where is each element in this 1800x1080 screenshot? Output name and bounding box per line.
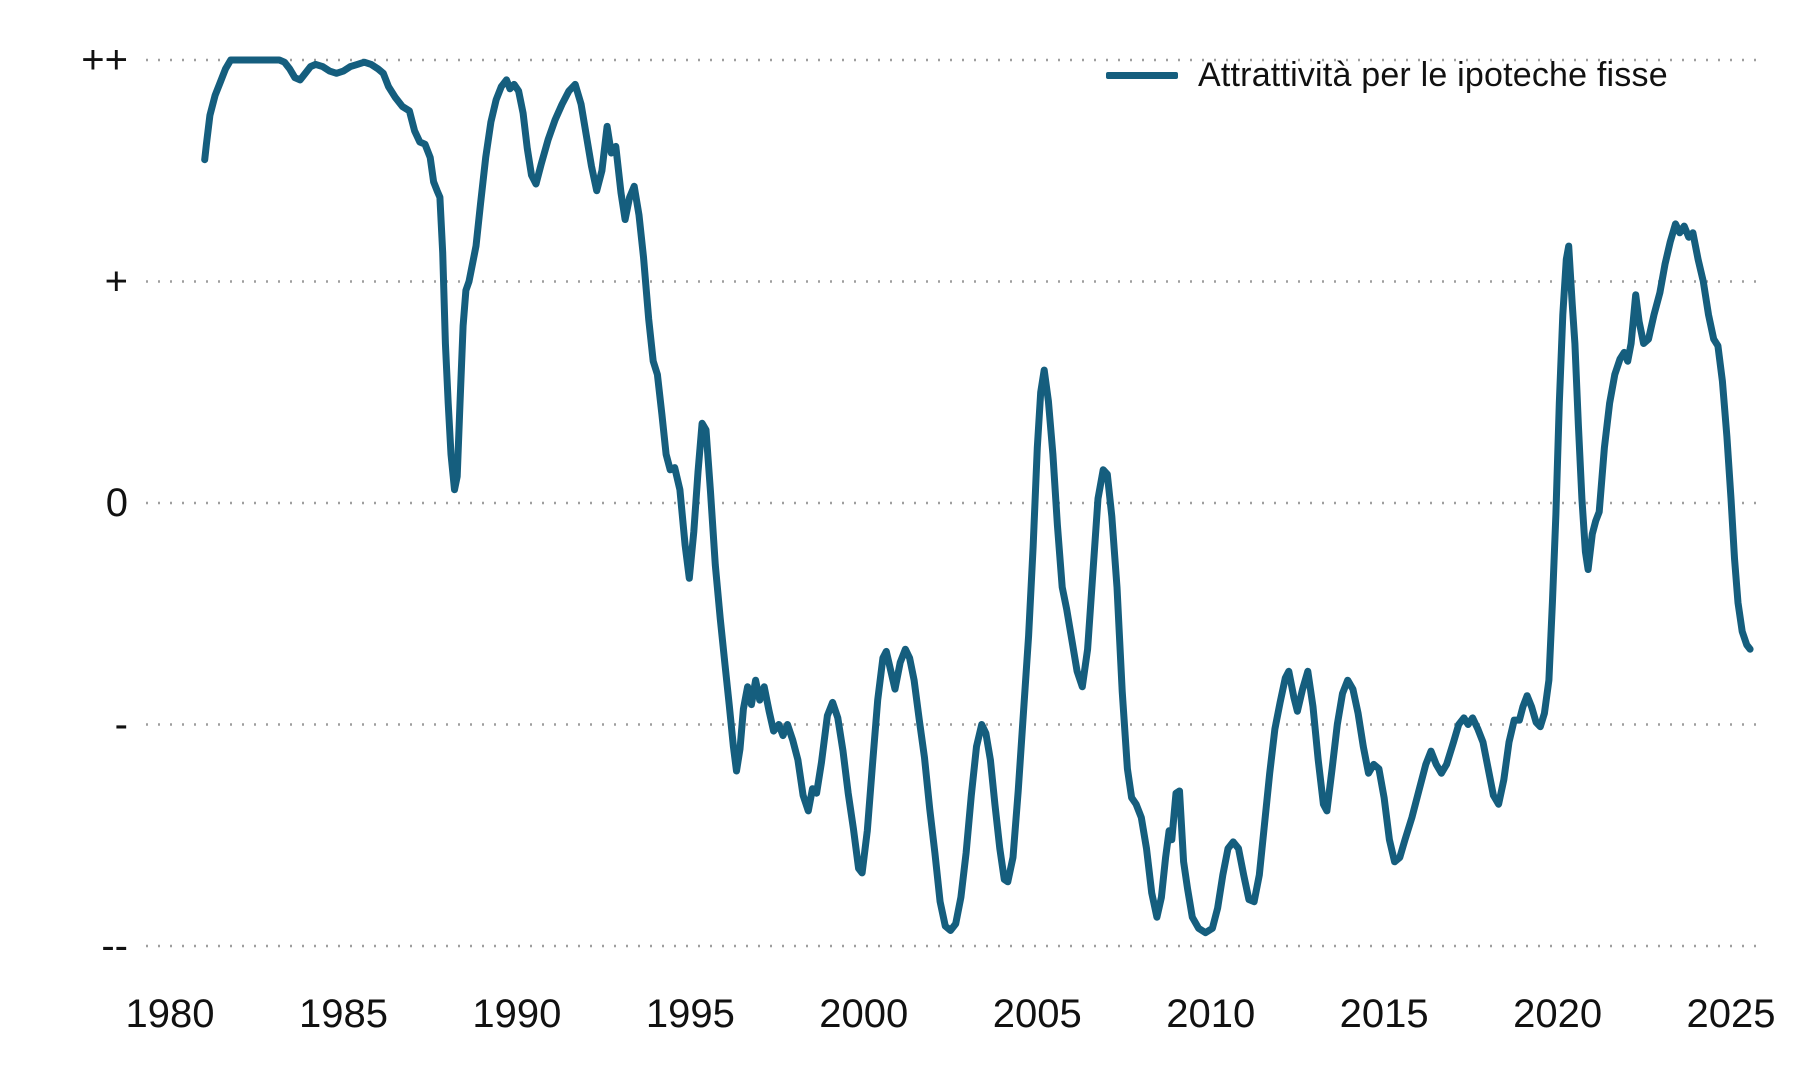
- x-tick-label: 2000: [819, 992, 908, 1036]
- y-tick-label: --: [101, 924, 128, 968]
- legend-series-label: Attrattività per le ipoteche fisse: [1198, 56, 1668, 94]
- x-tick-label: 2020: [1513, 992, 1602, 1036]
- x-tick-label: 2025: [1687, 992, 1776, 1036]
- y-tick-label: 0: [106, 481, 128, 525]
- legend-line-swatch: [1106, 72, 1178, 79]
- x-tick-label: 2015: [1340, 992, 1429, 1036]
- legend: Attrattività per le ipoteche fisse: [1106, 56, 1668, 95]
- series-line: [201, 56, 1754, 937]
- y-tick-label: ++: [81, 38, 128, 82]
- x-tick-label: 1985: [299, 992, 388, 1036]
- x-tick-label: 1990: [472, 992, 561, 1036]
- x-tick-label: 2005: [993, 992, 1082, 1036]
- y-tick-label: -: [115, 703, 128, 747]
- y-tick-label: +: [105, 260, 128, 304]
- x-tick-label: 2010: [1166, 992, 1255, 1036]
- x-tick-label: 1980: [126, 992, 215, 1036]
- x-tick-label: 1995: [646, 992, 735, 1036]
